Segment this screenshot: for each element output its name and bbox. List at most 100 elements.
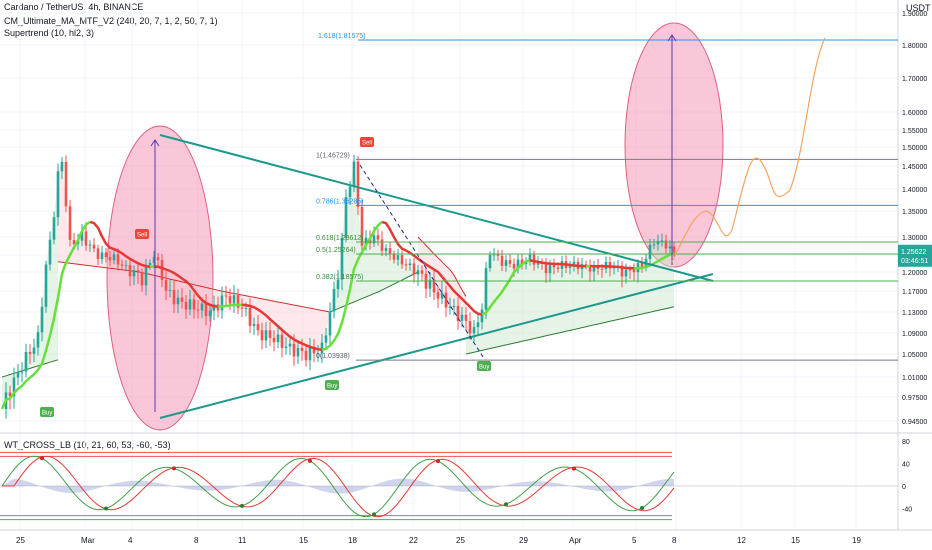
candle-body — [376, 235, 380, 240]
candle-body — [444, 292, 448, 308]
fib-trend-dashed — [359, 164, 486, 361]
time-tick-label: 15 — [299, 536, 308, 545]
candle-body — [452, 305, 456, 307]
candle-body — [240, 307, 244, 309]
candle-body — [8, 392, 12, 397]
oscillator-cross-dot — [436, 459, 440, 464]
candle-body — [456, 305, 460, 321]
highlight-ellipse — [624, 22, 724, 268]
countdown-label: 03:46:51 — [901, 258, 928, 265]
supertrend-line — [417, 236, 467, 297]
candle-body — [656, 240, 660, 245]
candle-body — [516, 259, 520, 269]
candle-body — [592, 264, 596, 272]
candle-body — [488, 255, 492, 269]
candle-body — [396, 255, 400, 260]
price-tick-label: 0.97500 — [902, 395, 927, 402]
buy-signal-label: Buy — [479, 365, 489, 371]
candle-body — [216, 304, 220, 311]
candle-body — [44, 264, 48, 307]
candle-body — [256, 324, 260, 331]
candle-body — [628, 269, 632, 271]
moving-average-line — [633, 251, 675, 270]
candle-body — [432, 279, 436, 293]
candle-body — [108, 257, 112, 261]
trendline-lower — [159, 273, 714, 419]
candle-body — [68, 206, 72, 240]
moving-average-line — [589, 264, 635, 270]
candle-body — [372, 235, 376, 244]
candle-body — [320, 342, 324, 354]
candle-body — [280, 334, 284, 348]
candle-body — [32, 347, 36, 354]
candle-body — [336, 279, 340, 290]
candle-body — [600, 268, 604, 270]
candle-body — [268, 330, 272, 338]
candle-body — [92, 244, 96, 249]
oscillator-label: WT_CROSS_LB (10, 21, 60, 53, -60, -53) — [4, 440, 171, 450]
candle-body — [404, 264, 408, 266]
projection-path — [671, 37, 826, 263]
currency-label: USDT — [906, 3, 931, 13]
signal-badge — [40, 407, 54, 417]
price-tick-label: 1.01000 — [902, 375, 927, 382]
moving-average-line — [481, 259, 531, 316]
signal-badge — [135, 229, 149, 239]
candle-body — [60, 161, 64, 172]
time-tick-label: 11 — [238, 536, 247, 545]
candle-body — [584, 264, 588, 266]
price-tick-label: 1.60000 — [902, 110, 927, 117]
candle-body — [260, 330, 264, 341]
candle-body — [72, 239, 76, 245]
price-tick-label: 1.05000 — [902, 352, 927, 359]
time-tick-label: 25 — [456, 536, 465, 545]
price-tick-label: 1.13000 — [902, 310, 927, 317]
candle-body — [300, 348, 304, 351]
time-tick-label: Apr — [569, 536, 582, 545]
candle-body — [356, 161, 360, 207]
candle-body — [328, 311, 332, 336]
moving-average-line — [0, 220, 91, 410]
moving-average-line — [381, 220, 483, 316]
candle-body — [52, 217, 56, 240]
candle-body — [164, 280, 168, 291]
candle-body — [672, 246, 676, 253]
candle-body — [284, 346, 288, 348]
candle-body — [308, 346, 312, 361]
candle-body — [620, 265, 624, 277]
candle-body — [228, 296, 232, 304]
indicator-supertrend-label: Supertrend (10, hl2, 3) — [4, 28, 95, 38]
candle-body — [120, 264, 124, 266]
candle-body — [232, 295, 236, 304]
candle-body — [360, 206, 364, 246]
oscillator-signal-line — [2, 455, 675, 518]
candle-body — [312, 346, 316, 354]
time-tick-label: 12 — [737, 536, 746, 545]
oscillator-cross-dot — [572, 466, 576, 471]
candle-body — [664, 240, 668, 249]
candle-body — [88, 244, 92, 246]
time-tick-label: 4 — [128, 536, 133, 545]
candle-body — [332, 289, 336, 312]
fib-level-label: 0(1.03938) — [316, 353, 350, 360]
candle-body — [116, 254, 120, 265]
oscillator-tick-label: 80 — [902, 439, 910, 446]
candle-body — [224, 295, 228, 297]
candle-body — [64, 161, 68, 207]
candle-body — [528, 254, 532, 262]
candle-body — [548, 264, 552, 274]
candle-body — [408, 263, 412, 266]
moving-average-line — [217, 303, 243, 308]
candle-body — [316, 353, 320, 355]
candle-body — [288, 343, 292, 347]
fib-level-label: 0.382(1.18575) — [316, 274, 363, 281]
time-tick-label: 25 — [16, 536, 25, 545]
candle-body — [484, 268, 488, 310]
supertrend-line — [465, 306, 675, 355]
candle-body — [140, 272, 144, 286]
sell-signal-label: Sell — [362, 141, 372, 147]
candle-body — [552, 264, 556, 268]
candle-body — [212, 304, 216, 311]
candle-body — [512, 263, 516, 269]
